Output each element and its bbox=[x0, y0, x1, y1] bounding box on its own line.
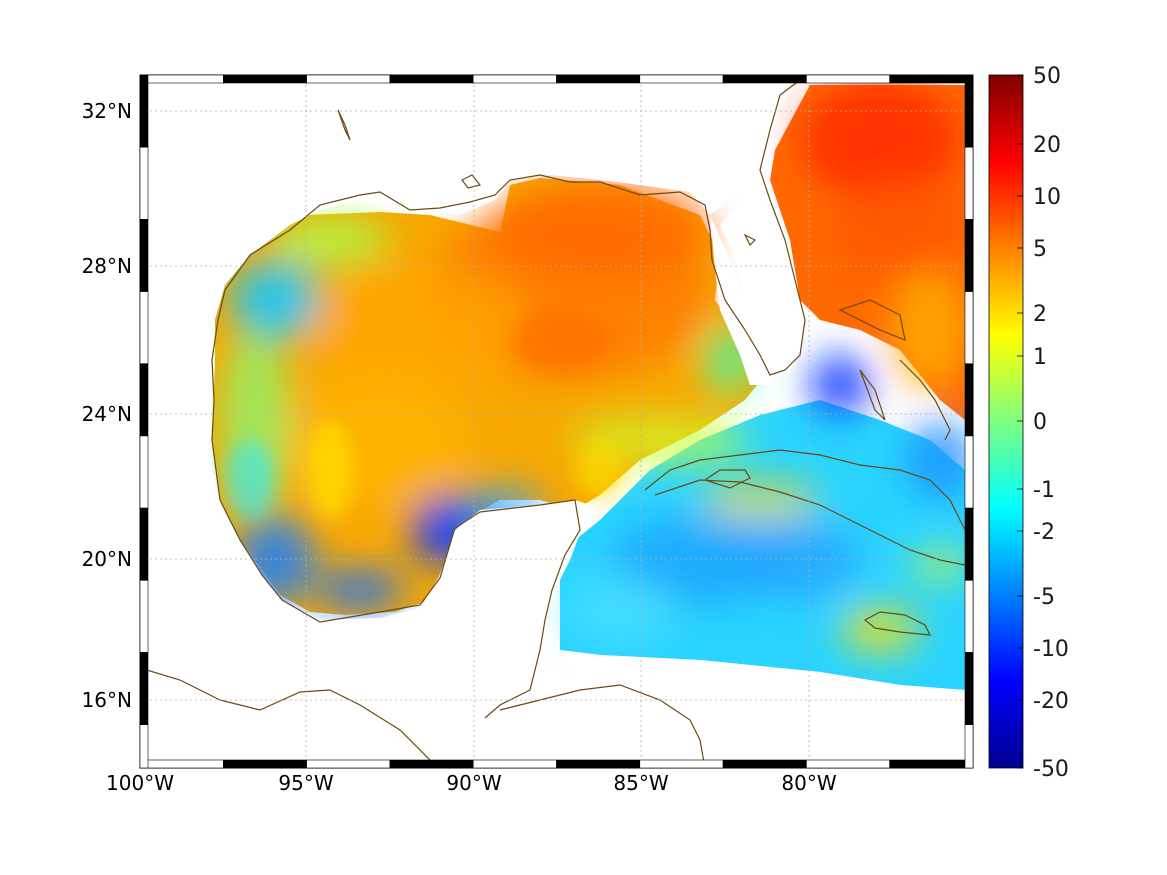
frame-segment bbox=[806, 74, 891, 84]
frame-segment bbox=[722, 759, 807, 769]
frame-segment bbox=[964, 363, 974, 437]
frame-segment bbox=[556, 74, 641, 84]
frame-segment bbox=[139, 435, 149, 509]
frame-segment bbox=[139, 219, 149, 292]
frame-segment bbox=[964, 146, 974, 220]
frame-segment bbox=[889, 759, 974, 769]
map-frame bbox=[139, 74, 974, 769]
lat-tick-label: 28°N bbox=[82, 254, 132, 278]
frame-segment bbox=[964, 652, 974, 725]
colorbar-tick-label: -20 bbox=[1033, 689, 1069, 714]
frame-segment bbox=[139, 74, 224, 84]
colorbar-tick-label: -50 bbox=[1033, 757, 1069, 782]
colorbar-tick-label: 20 bbox=[1033, 133, 1061, 158]
colorbar-tick-label: -5 bbox=[1033, 585, 1055, 610]
colorbar-tick-label: 5 bbox=[1033, 237, 1047, 262]
frame-segment bbox=[139, 724, 149, 769]
colorbar-tick-label: 0 bbox=[1033, 410, 1047, 435]
colorbar-tick-label: 10 bbox=[1033, 185, 1061, 210]
frame-segment bbox=[964, 507, 974, 581]
frame-segment bbox=[472, 759, 557, 769]
frame-segment bbox=[964, 291, 974, 365]
coastlines bbox=[140, 75, 966, 768]
colorbar-tick-label: -2 bbox=[1033, 520, 1055, 545]
frame-segment bbox=[639, 759, 724, 769]
frame-segment bbox=[472, 74, 557, 84]
frame-segment bbox=[139, 652, 149, 725]
lat-tick-label: 16°N bbox=[82, 688, 132, 712]
frame-segment bbox=[306, 759, 391, 769]
ssh-anomaly-field bbox=[140, 75, 973, 768]
frame-segment bbox=[964, 74, 974, 148]
frame-segment bbox=[223, 74, 307, 84]
frame-segment bbox=[722, 74, 807, 84]
colorbar-tick-label: -1 bbox=[1033, 478, 1055, 503]
colorbar-gradient bbox=[988, 74, 1024, 769]
frame-segment bbox=[139, 146, 149, 220]
land-mask bbox=[140, 75, 965, 768]
latitude-labels: 32°N 28°N 24°N 20°N 16°N bbox=[82, 99, 132, 712]
frame-segment bbox=[389, 74, 474, 84]
frame-segment bbox=[964, 219, 974, 292]
frame-segment bbox=[139, 363, 149, 437]
frame-segment bbox=[806, 759, 891, 769]
frame-segment bbox=[556, 759, 641, 769]
frame-segment bbox=[139, 580, 149, 653]
gridlines bbox=[140, 75, 973, 768]
lon-tick-label: 85°W bbox=[613, 771, 668, 795]
frame-segment bbox=[964, 724, 974, 769]
frame-segment bbox=[964, 435, 974, 509]
frame-segment bbox=[389, 759, 474, 769]
longitude-labels: 100°W 95°W 90°W 85°W 80°W bbox=[106, 771, 837, 795]
colorbar-tick-label: 1 bbox=[1033, 345, 1047, 370]
lon-tick-label: 90°W bbox=[446, 771, 501, 795]
frame-segment bbox=[889, 74, 974, 84]
frame-segment bbox=[139, 759, 224, 769]
lon-tick-label: 100°W bbox=[106, 771, 174, 795]
lat-tick-label: 20°N bbox=[82, 547, 132, 571]
colorbar-tick-label: 50 bbox=[1033, 64, 1061, 89]
frame-segment bbox=[223, 759, 307, 769]
lon-tick-label: 80°W bbox=[781, 771, 836, 795]
frame-segment bbox=[139, 74, 149, 148]
frame-segment bbox=[139, 291, 149, 365]
frame-segment bbox=[139, 507, 149, 581]
frame-segment bbox=[306, 74, 391, 84]
colorbar-tick-label: -10 bbox=[1033, 637, 1069, 662]
lat-tick-label: 32°N bbox=[82, 99, 132, 123]
lon-tick-label: 95°W bbox=[278, 771, 333, 795]
lat-tick-label: 24°N bbox=[82, 402, 132, 426]
colorbar-tick-label: 2 bbox=[1033, 302, 1047, 327]
frame-segment bbox=[639, 74, 724, 84]
frame-segment bbox=[964, 580, 974, 653]
